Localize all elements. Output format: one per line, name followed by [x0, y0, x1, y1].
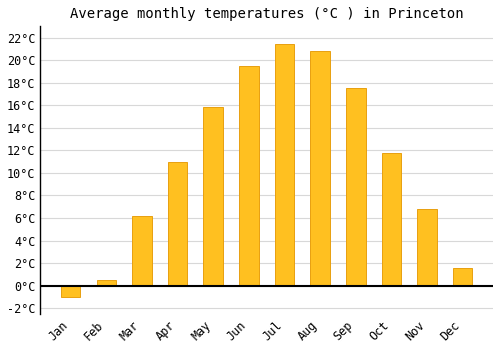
- Bar: [382, 153, 401, 286]
- Bar: [61, 286, 80, 297]
- Bar: [417, 209, 437, 286]
- Bar: [239, 66, 258, 286]
- Bar: [346, 88, 366, 286]
- Bar: [96, 280, 116, 286]
- Bar: [204, 107, 223, 286]
- Bar: [132, 216, 152, 286]
- Bar: [310, 51, 330, 286]
- Bar: [453, 268, 472, 286]
- Title: Average monthly temperatures (°C ) in Princeton: Average monthly temperatures (°C ) in Pr…: [70, 7, 464, 21]
- Bar: [168, 162, 188, 286]
- Bar: [274, 44, 294, 286]
